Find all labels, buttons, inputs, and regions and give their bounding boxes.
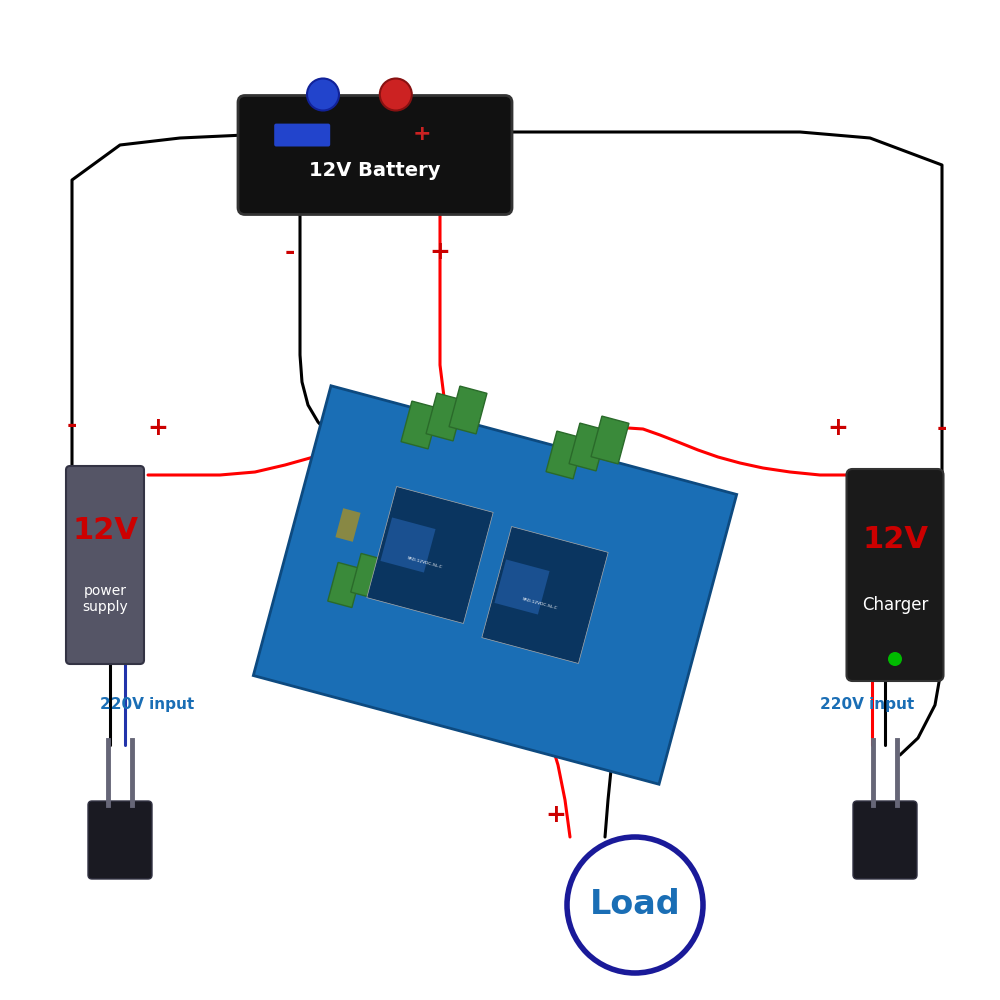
Polygon shape bbox=[449, 386, 487, 434]
Text: 220V input: 220V input bbox=[100, 698, 194, 712]
Text: power
supply: power supply bbox=[82, 584, 128, 614]
FancyBboxPatch shape bbox=[238, 96, 512, 215]
Circle shape bbox=[888, 652, 902, 666]
Polygon shape bbox=[398, 537, 432, 583]
Polygon shape bbox=[426, 393, 464, 441]
FancyBboxPatch shape bbox=[88, 801, 152, 879]
Text: +: + bbox=[828, 416, 848, 440]
Text: -: - bbox=[285, 240, 295, 264]
FancyBboxPatch shape bbox=[853, 801, 917, 879]
FancyBboxPatch shape bbox=[66, 466, 144, 664]
Polygon shape bbox=[569, 423, 607, 471]
Polygon shape bbox=[401, 401, 439, 449]
Polygon shape bbox=[546, 431, 584, 479]
Text: +: + bbox=[546, 803, 566, 827]
Polygon shape bbox=[482, 527, 608, 663]
FancyBboxPatch shape bbox=[846, 469, 944, 681]
Polygon shape bbox=[375, 545, 409, 591]
Text: 220V input: 220V input bbox=[820, 698, 914, 712]
Text: 12V Battery: 12V Battery bbox=[309, 161, 441, 180]
Text: Load: Load bbox=[590, 888, 680, 922]
Polygon shape bbox=[351, 553, 385, 599]
Text: 12V: 12V bbox=[862, 524, 928, 554]
Polygon shape bbox=[421, 529, 455, 575]
Text: SRD-12VDC-SL-C: SRD-12VDC-SL-C bbox=[407, 556, 443, 570]
Polygon shape bbox=[444, 521, 478, 567]
Circle shape bbox=[307, 79, 339, 110]
FancyBboxPatch shape bbox=[274, 124, 330, 147]
Text: SRD-12VDC-SL-C: SRD-12VDC-SL-C bbox=[522, 597, 558, 611]
Circle shape bbox=[567, 837, 703, 973]
Text: +: + bbox=[412, 124, 431, 144]
Text: +: + bbox=[148, 416, 168, 440]
Polygon shape bbox=[253, 386, 737, 784]
Text: -: - bbox=[67, 413, 77, 437]
Polygon shape bbox=[328, 562, 362, 608]
Polygon shape bbox=[367, 487, 493, 623]
Text: 12V: 12V bbox=[72, 516, 138, 545]
Text: +: + bbox=[430, 240, 450, 264]
Polygon shape bbox=[591, 416, 629, 464]
Polygon shape bbox=[494, 559, 550, 615]
Polygon shape bbox=[380, 517, 436, 573]
Text: Charger: Charger bbox=[862, 596, 928, 614]
Circle shape bbox=[380, 79, 412, 110]
Text: -: - bbox=[937, 416, 947, 440]
Polygon shape bbox=[335, 508, 361, 542]
